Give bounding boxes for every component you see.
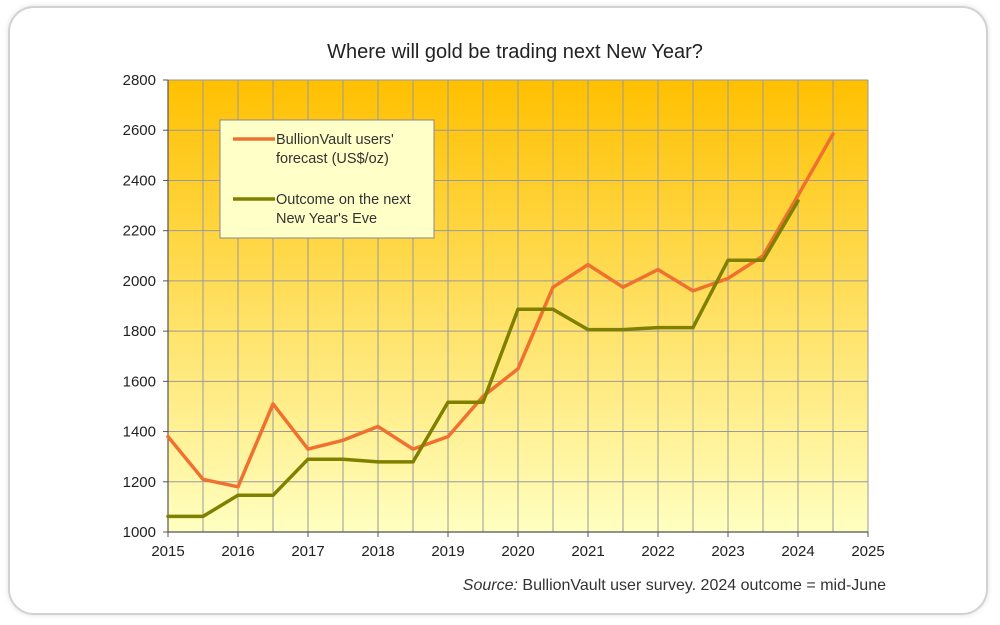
data-point-outcome — [306, 457, 310, 461]
data-point-forecast — [621, 285, 625, 289]
data-point-outcome — [516, 307, 520, 311]
data-point-outcome — [551, 307, 555, 311]
source-text: BullionVault user survey. 2024 outcome =… — [522, 577, 886, 594]
data-point-outcome — [726, 258, 730, 262]
data-point-outcome — [376, 460, 380, 464]
data-point-forecast — [586, 262, 590, 267]
x-tick-label: 2024 — [781, 543, 814, 560]
legend-outcome-line2: New Year's Eve — [276, 211, 377, 227]
source-note: Source: BullionVault user survey. 2024 o… — [463, 577, 886, 594]
y-tick-label: 1800 — [123, 323, 156, 340]
data-point-outcome — [796, 199, 800, 203]
x-tick-label: 2015 — [151, 543, 184, 560]
x-tick-label: 2020 — [501, 543, 534, 560]
data-point-outcome — [586, 328, 590, 332]
data-point-forecast — [691, 289, 695, 293]
x-tick-label: 2018 — [361, 543, 394, 560]
legend-forecast-line1: BullionVault users' — [276, 132, 394, 148]
x-tick-label: 2019 — [431, 543, 464, 560]
y-tick-label: 2400 — [123, 172, 156, 189]
data-point-forecast — [796, 193, 800, 198]
data-point-outcome — [656, 325, 660, 330]
data-point-outcome — [411, 460, 415, 464]
y-tick-label: 1000 — [123, 524, 156, 541]
data-point-outcome — [341, 457, 345, 461]
data-point-forecast — [376, 424, 380, 429]
y-tick-label: 2200 — [123, 223, 156, 240]
x-axis-ticks: 2015 2016 2017 2018 2019 2020 2021 2022 2023 2024… — [151, 532, 885, 560]
data-point-outcome — [166, 514, 170, 519]
legend-outcome-line1: Outcome on the next — [276, 192, 411, 208]
data-point-forecast — [306, 447, 310, 451]
y-tick-label: 1400 — [123, 424, 156, 441]
data-point-outcome — [481, 400, 485, 404]
y-tick-label: 1600 — [123, 373, 156, 390]
data-point-forecast — [236, 485, 240, 489]
data-point-outcome — [271, 493, 275, 497]
data-point-forecast — [516, 367, 520, 371]
data-point-outcome — [691, 325, 695, 330]
data-point-outcome — [236, 493, 240, 497]
series-layer — [166, 132, 835, 519]
y-tick-label: 2600 — [123, 122, 156, 139]
data-point-forecast — [656, 267, 660, 272]
data-point-outcome — [201, 514, 205, 519]
x-tick-label: 2016 — [221, 543, 254, 560]
data-point-forecast — [411, 447, 415, 451]
data-point-forecast — [271, 402, 275, 406]
series-line-forecast — [166, 132, 835, 489]
data-point-forecast — [201, 477, 205, 481]
x-tick-label: 2023 — [711, 543, 744, 560]
data-point-forecast — [726, 276, 730, 280]
data-point-forecast — [166, 434, 170, 439]
data-point-forecast — [831, 132, 835, 136]
data-point-outcome — [761, 258, 765, 262]
y-tick-label: 2800 — [123, 72, 156, 89]
y-axis-ticks: 1000 1200 1400 1600 1800 2000 2200 2400 2600 2800 — [123, 72, 168, 541]
y-tick-label: 1200 — [123, 474, 156, 491]
data-point-outcome — [446, 400, 450, 404]
x-tick-label: 2017 — [291, 543, 324, 560]
data-point-forecast — [551, 285, 555, 289]
legend-forecast-line2: forecast (US$/oz) — [276, 151, 389, 167]
data-point-outcome — [621, 328, 625, 332]
x-tick-label: 2021 — [571, 543, 604, 560]
source-label: Source: — [463, 577, 518, 594]
chart-title: Where will gold be trading next New Year… — [327, 41, 703, 63]
x-tick-label: 2022 — [641, 543, 674, 560]
data-point-forecast — [446, 434, 450, 439]
data-point-forecast — [341, 438, 345, 442]
x-tick-label: 2025 — [851, 543, 884, 560]
y-tick-label: 2000 — [123, 273, 156, 290]
legend: BullionVault users' forecast (US$/oz) Ou… — [219, 119, 435, 239]
